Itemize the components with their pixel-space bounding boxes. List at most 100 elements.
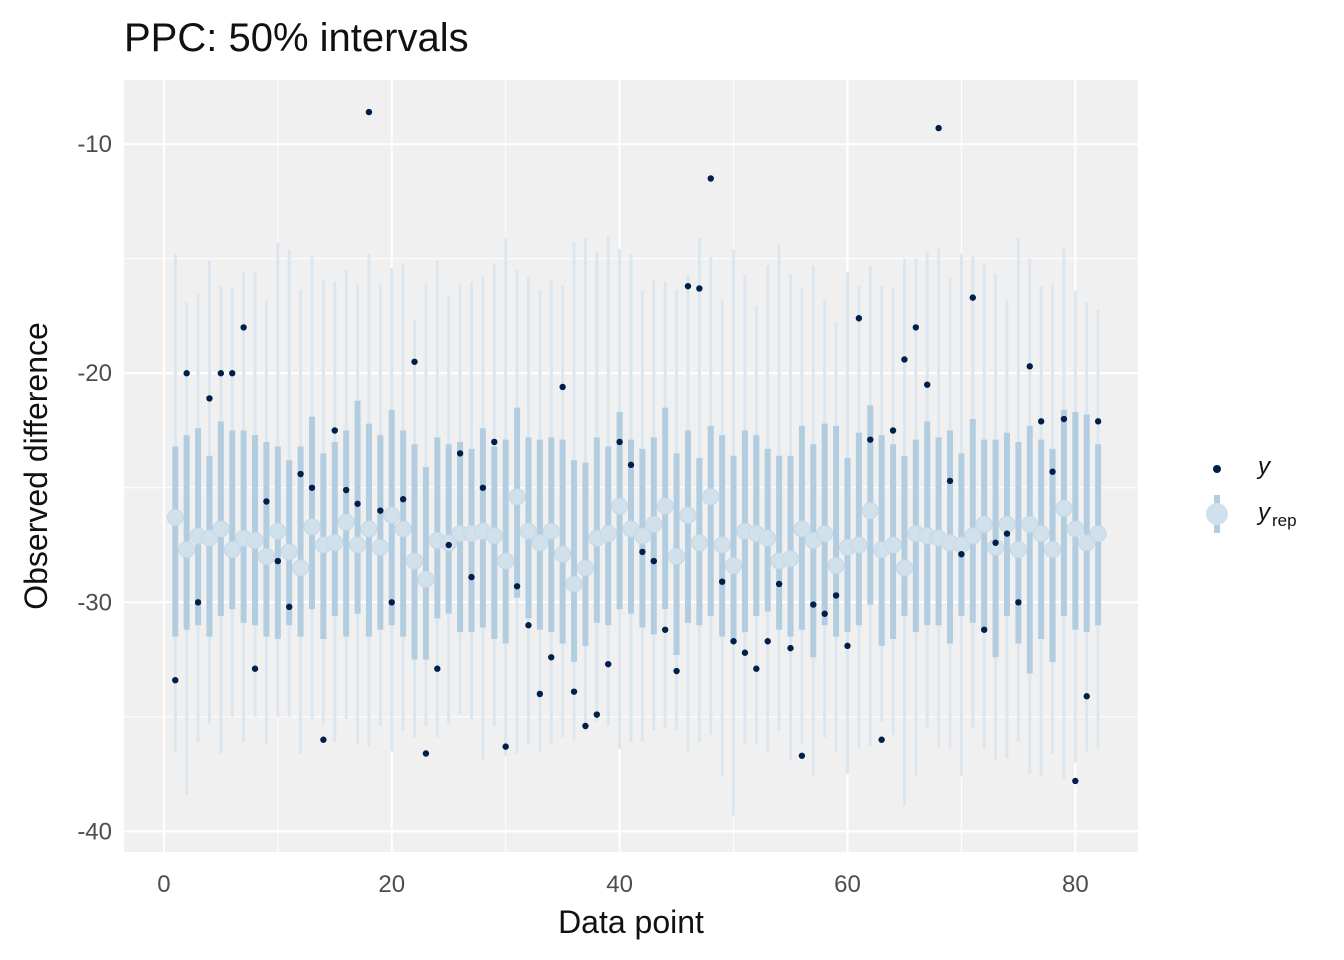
median-point [645,515,663,533]
median-point [406,552,424,570]
median-point [1066,520,1084,538]
median-point [679,506,697,524]
median-point [280,543,298,561]
median-point [725,557,743,575]
y-point [422,750,430,757]
y-point [764,638,771,645]
median-point [656,497,674,515]
y-point [707,175,714,182]
y-axis-title: Observed difference [18,322,54,610]
y-point [992,539,999,546]
median-point [257,547,275,565]
y-point [901,356,908,363]
median-point [223,541,241,559]
y-point [559,383,566,391]
median-point [816,525,834,543]
y-point [969,294,976,301]
median-point [702,488,720,506]
y-tick-label: -30 [77,589,112,616]
y-point [194,599,202,606]
y-point [593,711,601,718]
median-point [485,527,503,545]
y-point [935,124,942,132]
y-point [661,626,669,633]
y-point [1037,418,1045,425]
legend-yrep-key [1206,503,1228,525]
y-point [297,470,304,478]
y-point [775,580,783,588]
y-point [308,484,316,491]
y-point [570,688,578,695]
y-tick-label: -40 [77,818,112,845]
y-point [741,649,749,656]
y-point [434,665,441,672]
median-point [668,547,686,565]
median-point [633,527,651,545]
y-point [468,573,475,581]
y-point [616,438,623,446]
legend-y-key [1213,465,1221,473]
y-point [878,736,885,743]
x-axis-title: Data point [558,904,704,940]
median-point [1078,534,1096,552]
y-point [673,667,680,675]
median-point [371,538,389,556]
legend-yrep-label: y rep [1256,499,1297,530]
median-point [246,531,264,549]
median-point [497,552,515,570]
y-point [1015,599,1022,606]
y-point [525,622,532,629]
median-point [599,525,617,543]
median-point [782,550,800,568]
y-point [206,395,213,402]
y-point [1003,530,1011,537]
y-point [274,557,282,565]
median-point [292,559,310,577]
median-point [975,515,993,533]
y-point [342,486,350,494]
median-point [793,520,811,538]
median-point [394,520,412,538]
median-point [178,541,196,559]
y-point [821,610,828,617]
median-point [326,534,344,552]
median-point [987,538,1005,556]
y-point [331,427,338,434]
y-point [229,370,236,377]
y-point [810,601,817,608]
y-point [855,315,863,322]
median-point [417,570,435,588]
median-point [554,545,572,563]
median-point [1021,515,1039,533]
median-point [1032,525,1050,543]
y-point [787,644,794,652]
y-point [753,665,760,672]
median-point [212,520,230,538]
y-point [832,592,840,599]
median-point [611,497,629,515]
y-point [684,282,692,290]
y-point [718,578,726,585]
y-point [696,285,703,292]
x-tick-label: 20 [378,871,405,898]
median-point [861,502,879,520]
y-point [924,381,931,388]
median-point [895,559,913,577]
y-point [365,108,373,116]
y-point [650,557,657,565]
y-point [388,599,395,606]
x-axis: 0 20 40 60 80 [157,871,1088,898]
median-point [827,557,845,575]
median-point [964,527,982,545]
y-point [183,370,190,377]
y-point [502,743,509,750]
observed-points [172,108,1102,785]
median-point [200,529,218,547]
median-point [713,536,731,554]
median-point [303,518,321,536]
y-point [912,324,920,331]
median-point [759,529,777,547]
y-point [354,500,361,507]
chart-title: PPC: 50% intervals [124,16,469,60]
